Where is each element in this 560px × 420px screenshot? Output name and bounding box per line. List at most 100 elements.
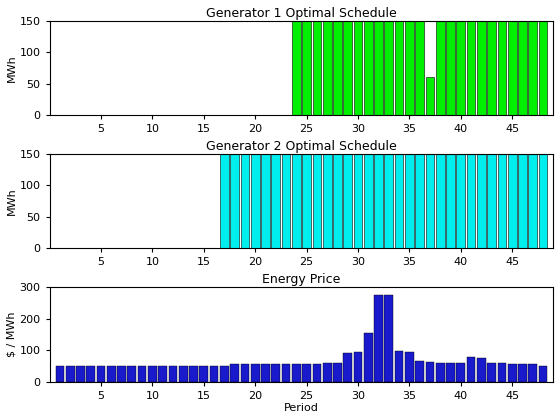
Bar	[158, 366, 167, 381]
Bar	[466, 154, 475, 248]
Bar	[323, 154, 332, 248]
Bar	[169, 366, 178, 381]
Bar	[353, 21, 362, 115]
Y-axis label: MWh: MWh	[7, 54, 17, 82]
Bar	[353, 154, 362, 248]
Bar	[446, 363, 455, 381]
Bar	[241, 154, 249, 248]
Bar	[107, 366, 116, 381]
Bar	[374, 21, 383, 115]
Bar	[282, 154, 291, 248]
Bar	[272, 364, 280, 381]
Bar	[364, 21, 372, 115]
Bar	[405, 154, 414, 248]
Bar	[66, 366, 74, 381]
Title: Energy Price: Energy Price	[262, 273, 340, 286]
Bar	[508, 364, 516, 381]
Bar	[353, 352, 362, 381]
Bar	[395, 351, 404, 381]
Bar	[529, 364, 537, 381]
Bar	[261, 364, 270, 381]
Bar	[529, 154, 537, 248]
Bar	[539, 154, 548, 248]
Bar	[456, 363, 465, 381]
Bar	[292, 21, 301, 115]
Bar	[508, 154, 516, 248]
Bar	[323, 363, 332, 381]
Bar	[333, 363, 342, 381]
X-axis label: Period: Period	[284, 403, 319, 413]
Bar	[416, 154, 424, 248]
Bar	[323, 21, 332, 115]
Bar	[477, 21, 486, 115]
Bar	[364, 154, 372, 248]
Bar	[487, 154, 496, 248]
Bar	[343, 154, 352, 248]
Bar	[405, 352, 414, 381]
Bar	[518, 21, 527, 115]
Bar	[230, 154, 239, 248]
Bar	[416, 21, 424, 115]
Bar	[498, 21, 506, 115]
Bar	[55, 366, 64, 381]
Bar	[302, 364, 311, 381]
Bar	[343, 21, 352, 115]
Bar	[272, 154, 280, 248]
Bar	[312, 21, 321, 115]
Title: Generator 1 Optimal Schedule: Generator 1 Optimal Schedule	[206, 7, 397, 20]
Bar	[498, 154, 506, 248]
Bar	[364, 333, 372, 381]
Bar	[518, 154, 527, 248]
Bar	[456, 154, 465, 248]
Bar	[466, 357, 475, 381]
Bar	[312, 364, 321, 381]
Bar	[436, 363, 445, 381]
Bar	[179, 366, 188, 381]
Bar	[385, 295, 393, 381]
Bar	[385, 154, 393, 248]
Bar	[426, 154, 435, 248]
Bar	[189, 366, 198, 381]
Bar	[466, 21, 475, 115]
Bar	[446, 154, 455, 248]
Bar	[343, 353, 352, 381]
Bar	[230, 364, 239, 381]
Bar	[261, 154, 270, 248]
Bar	[148, 366, 157, 381]
Bar	[333, 154, 342, 248]
Bar	[292, 154, 301, 248]
Bar	[302, 21, 311, 115]
Bar	[385, 21, 393, 115]
Bar	[539, 21, 548, 115]
Bar	[487, 21, 496, 115]
Bar	[539, 366, 548, 381]
Bar	[220, 366, 228, 381]
Bar	[241, 364, 249, 381]
Bar	[199, 366, 208, 381]
Bar	[518, 364, 527, 381]
Bar	[405, 21, 414, 115]
Bar	[312, 154, 321, 248]
Bar	[374, 154, 383, 248]
Bar	[302, 154, 311, 248]
Bar	[220, 154, 228, 248]
Bar	[97, 366, 105, 381]
Bar	[426, 77, 435, 115]
Bar	[508, 21, 516, 115]
Bar	[498, 363, 506, 381]
Bar	[374, 295, 383, 381]
Bar	[138, 366, 147, 381]
Bar	[251, 364, 260, 381]
Y-axis label: MWh: MWh	[7, 187, 17, 215]
Bar	[333, 21, 342, 115]
Bar	[117, 366, 126, 381]
Title: Generator 2 Optimal Schedule: Generator 2 Optimal Schedule	[206, 140, 397, 153]
Bar	[282, 364, 291, 381]
Bar	[128, 366, 136, 381]
Bar	[76, 366, 85, 381]
Bar	[456, 21, 465, 115]
Bar	[426, 362, 435, 381]
Y-axis label: $ / MWh: $ / MWh	[7, 312, 17, 357]
Bar	[477, 358, 486, 381]
Bar	[251, 154, 260, 248]
